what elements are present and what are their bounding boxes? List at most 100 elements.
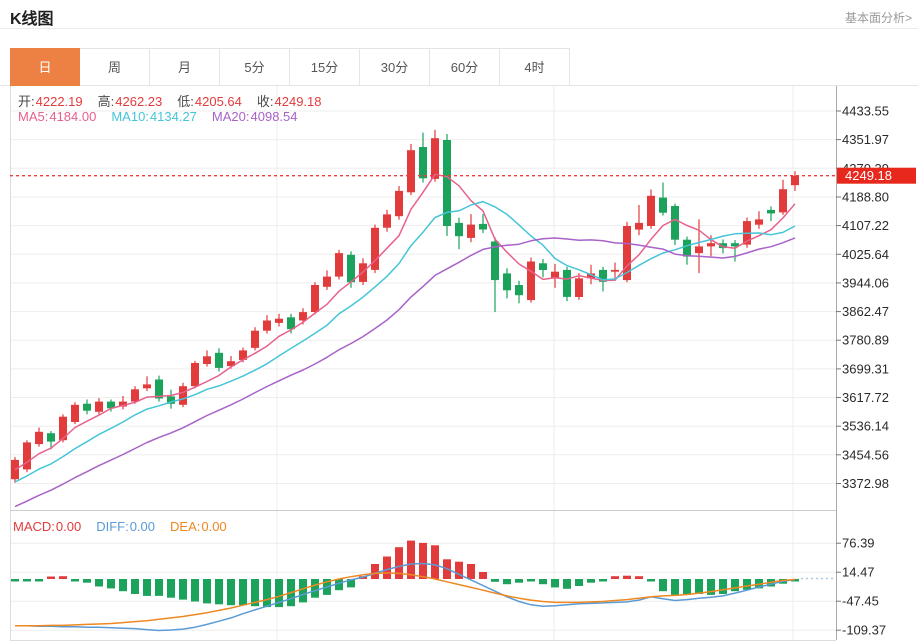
macd-info-row: MACD:0.00 DIFF:0.00 DEA:0.00 xyxy=(13,519,227,534)
ma-line-ma20 xyxy=(14,237,796,508)
macd-histogram-bar xyxy=(83,579,91,583)
candle-body xyxy=(119,401,127,407)
macd-axis-label: 14.47 xyxy=(842,565,875,580)
price-axis-label: 3454.56 xyxy=(842,447,889,462)
candle-body xyxy=(683,239,691,257)
macd-histogram-bar xyxy=(635,576,643,579)
macd-histogram-bar xyxy=(71,579,79,582)
price-axis-label: 3944.06 xyxy=(842,275,889,290)
candle-body xyxy=(431,138,439,179)
candle-body xyxy=(23,442,31,470)
candle-body xyxy=(83,403,91,411)
macd-histogram-bar xyxy=(239,579,247,606)
candle-body xyxy=(719,243,727,249)
candle-body xyxy=(131,389,139,402)
candle-body xyxy=(203,356,211,364)
candle-body xyxy=(167,396,175,404)
candle-body xyxy=(299,312,307,321)
candle-body xyxy=(563,269,571,297)
ohlc-low: 低:4205.64 xyxy=(177,94,242,109)
tab-interval-6[interactable]: 60分 xyxy=(430,48,500,86)
candle-body xyxy=(671,206,679,240)
macd-histogram-bar xyxy=(503,579,511,585)
macd-histogram-bar xyxy=(179,579,187,600)
candle-body xyxy=(527,261,535,301)
macd-histogram-bar xyxy=(215,579,223,605)
candle-body xyxy=(107,401,115,409)
macd-histogram-bar xyxy=(299,579,307,603)
candle-body xyxy=(263,320,271,331)
price-axis-label: 3617.72 xyxy=(842,390,889,405)
ohlc-high: 高:4262.23 xyxy=(97,94,163,109)
candle-body xyxy=(395,190,403,217)
price-axis-label: 3780.89 xyxy=(842,333,889,348)
diff-line xyxy=(15,562,796,632)
tab-interval-2[interactable]: 月 xyxy=(150,48,220,86)
macd-histogram-bar xyxy=(491,579,499,582)
tab-interval-0[interactable]: 日 xyxy=(10,48,80,86)
macd-histogram-bar xyxy=(347,579,355,588)
candle-body xyxy=(575,278,583,297)
candle-body xyxy=(707,243,715,247)
tab-interval-1[interactable]: 周 xyxy=(80,48,150,86)
macd-histogram-bar xyxy=(455,561,463,579)
candle-body xyxy=(311,285,319,312)
candle-body xyxy=(239,350,247,360)
macd-histogram-bar xyxy=(743,579,751,590)
macd-histogram-bar xyxy=(479,572,487,579)
macd-axis-label: -109.37 xyxy=(842,623,886,638)
candle-body xyxy=(347,254,355,283)
macd-axis-label: 76.39 xyxy=(842,536,875,551)
macd-legend-macd: MACD:0.00 xyxy=(13,519,82,534)
candle-body xyxy=(791,175,799,186)
ma-legend-ma10: MA10:4134.27 xyxy=(111,109,197,124)
macd-histogram-bar xyxy=(371,564,379,579)
tab-interval-4[interactable]: 15分 xyxy=(290,48,360,86)
page-title: K线图 xyxy=(10,11,54,28)
candle-body xyxy=(539,263,547,270)
macd-histogram-bar xyxy=(647,579,655,582)
candle-body xyxy=(455,222,463,237)
price-axis-label: 3536.14 xyxy=(842,419,889,434)
macd-axis-label: -47.45 xyxy=(842,594,879,609)
macd-histogram-bar xyxy=(719,579,727,594)
candle-body xyxy=(623,226,631,281)
candle-body xyxy=(731,243,739,247)
tab-interval-5[interactable]: 30分 xyxy=(360,48,430,86)
candle-body xyxy=(659,197,667,213)
fundamental-analysis-link[interactable]: 基本面分析> xyxy=(844,11,912,25)
price-axis-label: 3372.98 xyxy=(842,476,889,491)
macd-histogram-bar xyxy=(671,579,679,595)
candle-body xyxy=(419,147,427,179)
interval-tabbar: 日周月 5分 15分 30分 60分 4时 xyxy=(10,48,570,86)
candle-body xyxy=(323,276,331,287)
price-axis-label: 4025.64 xyxy=(842,247,889,262)
price-axis-label: 4351.97 xyxy=(842,132,889,147)
macd-histogram-bar xyxy=(11,579,19,582)
tab-interval-7[interactable]: 4时 xyxy=(500,48,570,86)
candle-body xyxy=(611,269,619,272)
candle-body xyxy=(503,273,511,291)
header: K线图 基本面分析> xyxy=(0,0,918,28)
candle-body xyxy=(251,330,259,348)
price-axis-label: 4188.80 xyxy=(842,190,889,205)
candle-body xyxy=(47,433,55,442)
macd-histogram-bar xyxy=(467,564,475,579)
candle-body xyxy=(215,352,223,368)
candle-body xyxy=(179,386,187,405)
tab-interval-3[interactable]: 5分 xyxy=(220,48,290,86)
candle-body xyxy=(635,222,643,230)
candle-body xyxy=(59,416,67,441)
ma-line-ma10 xyxy=(14,200,796,483)
ma-line-ma5 xyxy=(14,173,796,471)
macd-histogram-bar xyxy=(23,579,31,582)
macd-histogram-bar xyxy=(59,576,67,579)
candle-body xyxy=(407,150,415,193)
macd-histogram-bar xyxy=(695,579,703,594)
macd-histogram-bar xyxy=(107,579,115,589)
dea-line xyxy=(15,572,796,627)
candle-body xyxy=(143,384,151,389)
price-axis-label: 4107.22 xyxy=(842,218,889,233)
macd-histogram-bar xyxy=(431,545,439,579)
